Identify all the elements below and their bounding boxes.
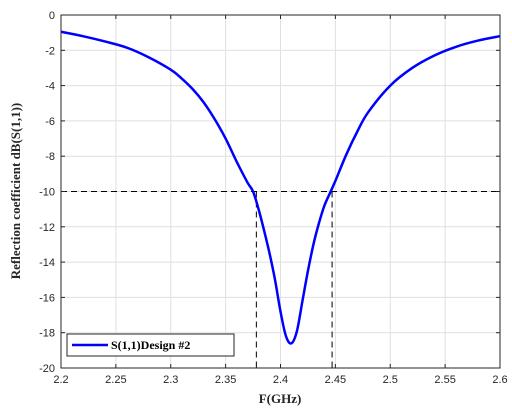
y-tick-label: 0 (49, 10, 55, 22)
y-tick-label: -4 (45, 81, 55, 93)
x-tick-label: 2.6 (492, 374, 507, 386)
legend-box (66, 333, 235, 357)
x-tick-label: 2.2 (53, 374, 68, 386)
x-axis-label: F(GHz) (259, 391, 302, 406)
series-line (60, 30, 501, 345)
y-tick-label: -6 (45, 116, 55, 128)
legend: S(1,1)Design #2 (66, 333, 235, 357)
x-tick-label: 2.45 (325, 374, 346, 386)
legend-label: S(1,1)Design #2 (111, 338, 190, 352)
y-tick-label: -2 (45, 45, 55, 57)
y-tick-label: -20 (39, 363, 55, 375)
y-tick-label: -14 (39, 257, 55, 269)
y-tick-label: -12 (39, 222, 55, 234)
x-tick-label: 2.25 (105, 374, 126, 386)
series-group (60, 30, 501, 345)
reference-lines (61, 191, 500, 368)
y-axis-label: Reflection coefficient dB(S(1,1)) (8, 103, 23, 280)
x-tick-label: 2.55 (434, 374, 455, 386)
y-tick-label: -8 (45, 151, 55, 163)
y-tick-label: -16 (39, 292, 55, 304)
x-tick-label: 2.3 (163, 374, 178, 386)
y-tick-label: -10 (39, 187, 55, 199)
axis-ticks: 2.2 2.25 2.3 2.35 2.4 2.45 2.5 2.55 2.6 0 -2 -4 -6 -8… (39, 10, 508, 386)
x-tick-label: 2.4 (273, 374, 288, 386)
x-tick-label: 2.5 (383, 374, 398, 386)
x-tick-label: 2.35 (215, 374, 236, 386)
y-tick-label: -18 (39, 328, 55, 340)
